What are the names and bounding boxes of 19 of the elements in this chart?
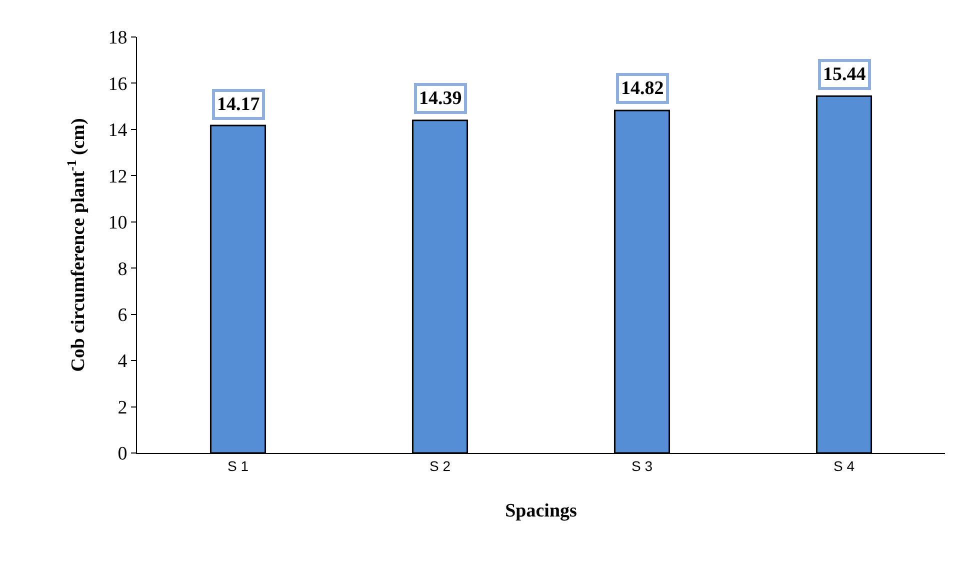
y-tick-label: 6	[118, 304, 128, 326]
data-label: 14.17	[217, 94, 260, 115]
x-tick-label: S 2	[429, 458, 451, 474]
x-tick-label: S 1	[227, 458, 249, 474]
y-tick-label: 10	[108, 212, 128, 234]
y-tick-label: 18	[108, 28, 128, 49]
y-tick-label: 2	[118, 397, 128, 418]
x-tick-label: S 3	[631, 458, 653, 474]
data-label: 14.82	[621, 78, 664, 99]
y-tick-label: 14	[108, 120, 128, 142]
data-label: 14.39	[419, 88, 462, 109]
x-tick-label: S 4	[833, 458, 855, 474]
x-axis-title: Spacings	[505, 500, 577, 522]
y-tick-label: 4	[118, 351, 128, 372]
y-tick-label: 12	[108, 166, 128, 188]
data-label: 15.44	[823, 64, 866, 85]
y-tick-label: 16	[108, 74, 128, 95]
y-tick-label: 8	[118, 258, 128, 280]
y-tick-label: 0	[118, 444, 128, 465]
